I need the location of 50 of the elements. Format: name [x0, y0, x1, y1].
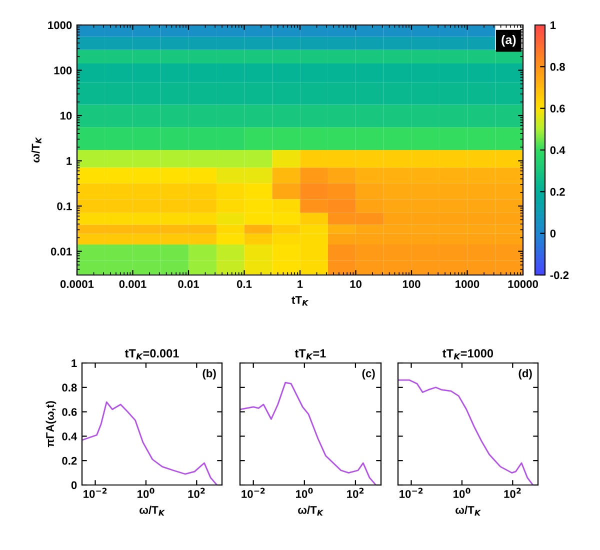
- chart-title: tT$_{K}$=1: [294, 349, 326, 360]
- x-axis-title: tT$_{K}$: [292, 296, 309, 306]
- color-bar-label: 0: [550, 230, 556, 238]
- x-tick-label: 10$^{0}$: [454, 488, 470, 498]
- y-axis-title: ω/T$_{K}$: [31, 137, 42, 162]
- annotation: (a): [502, 35, 516, 47]
- annotation: (d): [518, 369, 532, 380]
- x-tick-label: 1000: [456, 280, 480, 288]
- y-tick-label: 1000: [48, 21, 72, 30]
- y-tick-label: 0.4: [62, 432, 78, 440]
- chart-title: tT$_{K}$=0.001: [124, 349, 179, 360]
- color-bar-label: 0.2: [550, 188, 565, 196]
- y-tick-label: 0.8: [62, 384, 77, 392]
- y-tick-label: 0.2: [62, 456, 77, 465]
- y-tick-label: 1: [72, 359, 77, 368]
- x-tick-label: 10000: [508, 280, 538, 288]
- color-bar-label: -0.2: [550, 271, 569, 280]
- y-tick-label: 0: [71, 481, 77, 490]
- y-axis-title: πΓA(ω,t): [46, 401, 56, 448]
- y-tick-label: 0.01: [50, 248, 72, 256]
- color-bar-label: 1: [550, 21, 556, 30]
- x-tick-label: 100: [402, 280, 420, 288]
- x-tick-label: 10$^{−2}$: [242, 488, 265, 498]
- x-tick-label: 10$^{−2}$: [84, 488, 107, 498]
- x-tick-label: 10: [350, 280, 362, 288]
- x-tick-label: 1: [298, 280, 303, 288]
- y-tick-label: 1: [66, 157, 72, 165]
- color-bar-label: 0.4: [550, 146, 566, 154]
- x-tick-label: 10$^{−2}$: [400, 488, 423, 498]
- annotation: (b): [202, 369, 216, 380]
- y-tick-label: 0.1: [57, 202, 72, 210]
- y-tick-label: 10: [60, 112, 72, 120]
- color-bar-label: 0.8: [550, 62, 565, 71]
- x-tick-label: 0.1: [236, 280, 252, 288]
- chart-title: tT$_{K}$=1000: [442, 349, 494, 360]
- x-tick-label: 10$^{2}$: [504, 488, 521, 498]
- x-tick-label: 10$^{2}$: [188, 488, 205, 498]
- y-tick-label: 0.6: [62, 408, 77, 416]
- color-bar-label: 0.6: [550, 104, 565, 112]
- x-tick-label: 10$^{2}$: [347, 488, 364, 498]
- x-axis-title: ω/T$_{K}$: [456, 506, 481, 516]
- annotation: (c): [362, 369, 375, 380]
- x-tick-label: 10$^{0}$: [296, 488, 313, 498]
- x-tick-label: 0.01: [178, 280, 200, 288]
- x-axis-title: ω/T$_{K}$: [140, 506, 165, 516]
- x-tick-label: 10$^{0}$: [138, 488, 154, 498]
- x-axis-title: ω/T$_{K}$: [298, 506, 324, 516]
- x-tick-label: 0.0001: [60, 280, 94, 288]
- y-tick-label: 100: [54, 66, 72, 74]
- x-tick-label: 0.001: [119, 280, 146, 288]
